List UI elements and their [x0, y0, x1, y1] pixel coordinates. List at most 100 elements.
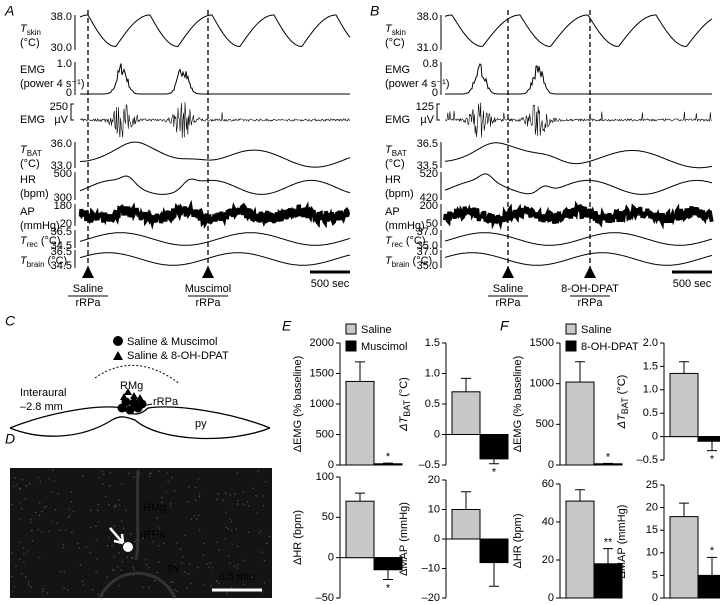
trace [444, 173, 713, 195]
micrograph-speckle [19, 518, 22, 520]
micrograph-speckle [56, 522, 58, 524]
bar [373, 463, 403, 466]
micrograph-speckle [187, 501, 189, 503]
micrograph-speckle [210, 585, 212, 587]
scale-label: 300 [54, 192, 72, 204]
micrograph-speckle [19, 558, 21, 561]
micrograph-speckle [22, 547, 25, 549]
panel-label: B [370, 3, 379, 19]
micrograph-speckle [98, 477, 100, 479]
y-tick-label: 0 [328, 552, 334, 564]
micrograph-speckle [229, 494, 231, 496]
micrograph-speckle [188, 573, 190, 575]
micrograph-speckle [96, 558, 98, 560]
micrograph-speckle [120, 569, 122, 571]
micrograph-speckle [158, 527, 160, 529]
micrograph-speckle [90, 509, 92, 512]
y-tick-label: 1.0 [643, 384, 658, 396]
micrograph-speckle [257, 471, 260, 473]
y-tick-label: 100 [316, 471, 334, 483]
scale-label: 36.5 [51, 246, 72, 258]
interaural-label: Interaural [20, 387, 66, 399]
micrograph-speckle [69, 515, 71, 517]
micrograph-speckle [142, 586, 144, 589]
micrograph-speckle [51, 491, 53, 493]
micrograph-speckle [172, 581, 175, 583]
trace-name: T [20, 23, 28, 35]
trace-unit: (mmHg) [20, 220, 60, 232]
y-label-unit: (bpm) [512, 514, 524, 543]
micrograph-speckle [243, 559, 245, 561]
micrograph-speckle [148, 586, 150, 588]
scale-label: 520 [420, 168, 438, 180]
legend-text: Saline [581, 324, 612, 336]
micrograph-speckle [13, 485, 15, 488]
scale-label: 34.5 [51, 240, 72, 252]
micrograph-speckle [97, 593, 99, 595]
micrograph-speckle [246, 575, 249, 577]
micrograph-speckle [95, 538, 97, 541]
significance: * [492, 467, 497, 479]
error-bar [461, 491, 471, 510]
micrograph-speckle [128, 472, 130, 474]
y-tick-label: –20 [422, 592, 440, 604]
micrograph-speckle [57, 493, 59, 495]
micrograph-speckle [65, 529, 67, 531]
trace [79, 14, 351, 48]
trace-label: EMG [20, 64, 45, 76]
event-site: rRPa [195, 297, 221, 309]
micro-scale-label: 0.5 mm [219, 571, 256, 583]
y-tick-label: –0.5 [637, 454, 658, 466]
micrograph-speckle [41, 531, 43, 534]
y-label-unit: (°C) [616, 375, 628, 395]
error-bar [707, 441, 717, 452]
trace [79, 252, 351, 266]
trace-label: Tskin [20, 23, 41, 37]
trace-subscript: rec [27, 240, 38, 249]
micrograph-speckle [130, 557, 133, 559]
y-tick-label: 0.5 [425, 398, 440, 410]
error-bar [355, 361, 365, 382]
micrograph-speckle [11, 575, 13, 578]
micrograph-speckle [229, 562, 231, 565]
legend-circle [113, 336, 123, 346]
micrograph-speckle [256, 512, 258, 515]
time-scale-label: 500 sec [311, 278, 350, 290]
micrograph-midline [98, 469, 177, 599]
trace-name: HR [385, 174, 401, 186]
scale-label: 38.0 [51, 11, 72, 23]
micrograph-speckle [89, 551, 92, 553]
y-tick-label: 2000 [310, 337, 334, 349]
micrograph-speckle [184, 571, 186, 573]
legend-text: Saline [361, 324, 392, 336]
micrograph-speckle [119, 504, 121, 506]
error-bar [707, 556, 717, 576]
y-tick-label: 40 [542, 516, 554, 528]
micrograph-speckle [70, 501, 73, 503]
micrograph-speckle [98, 521, 100, 523]
trace-unit: (power 4 s⁻¹) [385, 78, 450, 90]
micrograph-speckle [38, 514, 41, 517]
micrograph-speckle [150, 472, 152, 475]
panel-label: D [5, 431, 15, 447]
micrograph-speckle [28, 581, 30, 583]
trace-name: HR [20, 174, 36, 186]
micrograph-speckle [202, 554, 204, 556]
y-tick-label: 0 [652, 592, 658, 604]
y-tick-label: 25 [646, 479, 658, 491]
micrograph-speckle [237, 567, 239, 570]
y-label-prefix: ΔHR [512, 545, 524, 568]
site-triangle [120, 393, 128, 400]
y-label-prefix: ΔMAP [616, 547, 628, 578]
micrograph-speckle [266, 542, 268, 545]
trace [80, 141, 351, 168]
legend-swatch [565, 323, 577, 335]
micrograph-speckle [247, 531, 250, 534]
y-label-subscript: BAT [620, 397, 630, 414]
micrograph-speckle [63, 587, 65, 590]
micrograph-speckle [269, 535, 271, 538]
trace-name: T [20, 255, 28, 267]
micrograph-speckle [78, 547, 81, 549]
error-bar [575, 489, 585, 502]
